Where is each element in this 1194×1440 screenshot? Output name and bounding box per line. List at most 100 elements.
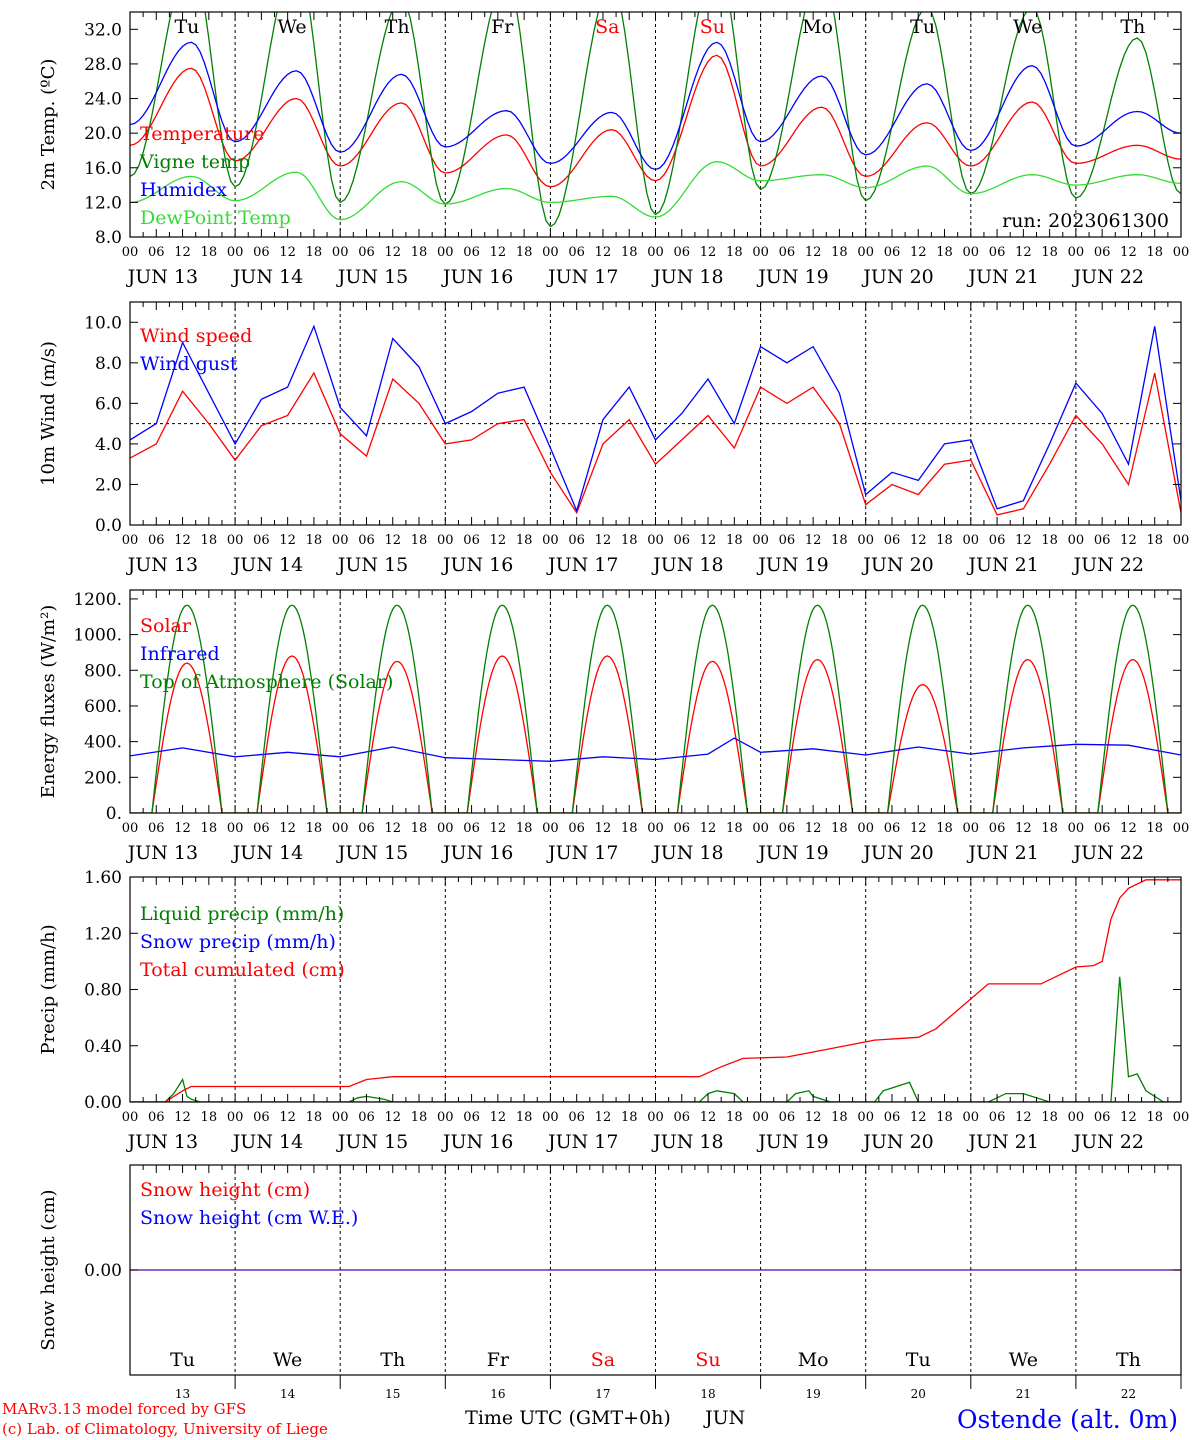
y-tick-label: 10.0 [84, 313, 122, 333]
x-hour-label: 12 [384, 533, 401, 548]
x-hour-label: 00 [332, 1110, 349, 1125]
x-date-label: JUN 16 [441, 554, 513, 576]
x-hour-label: 06 [463, 1110, 480, 1125]
x-hour-label: 00 [542, 1110, 559, 1125]
y-axis-label: Snow height (cm) [38, 1189, 59, 1350]
x-hour-label: 12 [910, 821, 927, 836]
x-hour-label: 06 [463, 821, 480, 836]
day-number-label: 16 [490, 1387, 505, 1401]
x-hour-label: 18 [1146, 245, 1163, 260]
x-date-label: JUN 15 [336, 554, 408, 576]
x-date-label: JUN 19 [756, 266, 828, 288]
x-hour-label: 12 [700, 1110, 717, 1125]
x-hour-label: 18 [1041, 821, 1058, 836]
x-date-label: JUN 14 [231, 842, 303, 864]
weekday-label: We [1009, 1349, 1038, 1371]
legend-entry: Wind gust [140, 353, 238, 375]
series-line-humidex [130, 41, 1181, 171]
y-tick-label: 8.0 [95, 354, 122, 374]
weekday-label: Su [695, 1349, 720, 1371]
x-hour-label: 06 [358, 245, 375, 260]
x-hour-label: 18 [1146, 533, 1163, 548]
y-tick-label: 400. [84, 733, 122, 753]
x-hour-label: 00 [752, 245, 769, 260]
x-hour-label: 12 [1015, 1110, 1032, 1125]
x-date-label: JUN 13 [126, 842, 198, 864]
x-date-label: JUN 22 [1072, 842, 1144, 864]
x-hour-label: 00 [437, 1110, 454, 1125]
x-hour-label: 12 [910, 533, 927, 548]
weekday-label: Fr [487, 1349, 510, 1371]
x-hour-label: 00 [1068, 533, 1085, 548]
x-hour-label: 18 [1146, 821, 1163, 836]
x-hour-label: 06 [674, 1110, 691, 1125]
y-tick-label: 4.0 [95, 435, 122, 455]
x-hour-label: 18 [516, 245, 533, 260]
x-hour-label: 18 [411, 533, 428, 548]
x-hour-label: 12 [1120, 533, 1137, 548]
x-hour-label: 18 [306, 533, 323, 548]
x-hour-label: 00 [542, 533, 559, 548]
x-hour-label: 00 [122, 821, 139, 836]
x-hour-label: 18 [726, 821, 743, 836]
series-line-infrared [130, 737, 1181, 762]
x-hour-label: 00 [1173, 245, 1190, 260]
x-hour-label: 00 [1068, 245, 1085, 260]
x-hour-label: 12 [805, 1110, 822, 1125]
x-hour-label: 18 [621, 245, 638, 260]
x-hour-label: 18 [516, 1110, 533, 1125]
x-hour-label: 00 [647, 1110, 664, 1125]
x-hour-label: 06 [253, 245, 270, 260]
x-date-label: JUN 14 [231, 1131, 303, 1153]
x-hour-label: 00 [437, 533, 454, 548]
y-tick-label: 1.20 [84, 924, 122, 944]
x-hour-label: 18 [936, 1110, 953, 1125]
x-date-label: JUN 15 [336, 266, 408, 288]
x-hour-label: 00 [227, 533, 244, 548]
x-hour-label: 18 [201, 245, 218, 260]
x-hour-label: 06 [253, 821, 270, 836]
x-hour-label: 18 [726, 533, 743, 548]
panel-3: Solar Infrared Top of Atmosphere (Solar) 0.… [38, 589, 1189, 864]
x-hour-label: 12 [279, 245, 296, 260]
x-hour-label: 06 [463, 245, 480, 260]
day-number-label: 22 [1121, 1387, 1136, 1401]
weekday-label: We [273, 1349, 302, 1371]
x-hour-label: 18 [201, 1110, 218, 1125]
x-hour-label: 12 [910, 245, 927, 260]
day-number-label: 17 [595, 1387, 610, 1401]
day-number-label: 14 [280, 1387, 296, 1401]
x-hour-label: 18 [306, 245, 323, 260]
footer: MARv3.13 model forced by GFS (c) Lab. of … [2, 1400, 1178, 1438]
x-hour-label: 06 [148, 821, 165, 836]
x-hour-label: 12 [805, 245, 822, 260]
x-hour-label: 06 [884, 245, 901, 260]
y-tick-label: 0.00 [84, 1261, 122, 1281]
x-hour-label: 06 [148, 245, 165, 260]
x-date-label: JUN 16 [441, 1131, 513, 1153]
x-hour-label: 18 [831, 821, 848, 836]
x-hour-label: 12 [384, 245, 401, 260]
series-line-solar [130, 655, 1181, 813]
x-hour-label: 12 [174, 1110, 191, 1125]
x-hour-label: 06 [1094, 821, 1111, 836]
x-hour-label: 12 [174, 821, 191, 836]
x-date-label: JUN 20 [861, 1131, 933, 1153]
y-tick-label: 2.0 [95, 475, 122, 495]
x-hour-label: 12 [595, 1110, 612, 1125]
legend-entry: Vigne temp [139, 151, 250, 173]
x-hour-label: 12 [384, 821, 401, 836]
x-axis-title: Time UTC (GMT+0h) [465, 1407, 671, 1429]
x-date-label: JUN 19 [756, 554, 828, 576]
x-hour-label: 00 [963, 1110, 980, 1125]
weekday-label: Tu [906, 1349, 931, 1371]
x-hour-label: 12 [174, 245, 191, 260]
y-axis-label: 2m Temp. (ºC) [38, 59, 59, 191]
weekday-label: Th [380, 1349, 405, 1371]
x-hour-label: 12 [279, 821, 296, 836]
x-hour-label: 18 [936, 533, 953, 548]
x-hour-label: 00 [332, 821, 349, 836]
y-tick-label: 1.60 [84, 868, 122, 888]
y-tick-label: 0.40 [84, 1037, 122, 1057]
y-tick-label: 0. [106, 804, 122, 824]
